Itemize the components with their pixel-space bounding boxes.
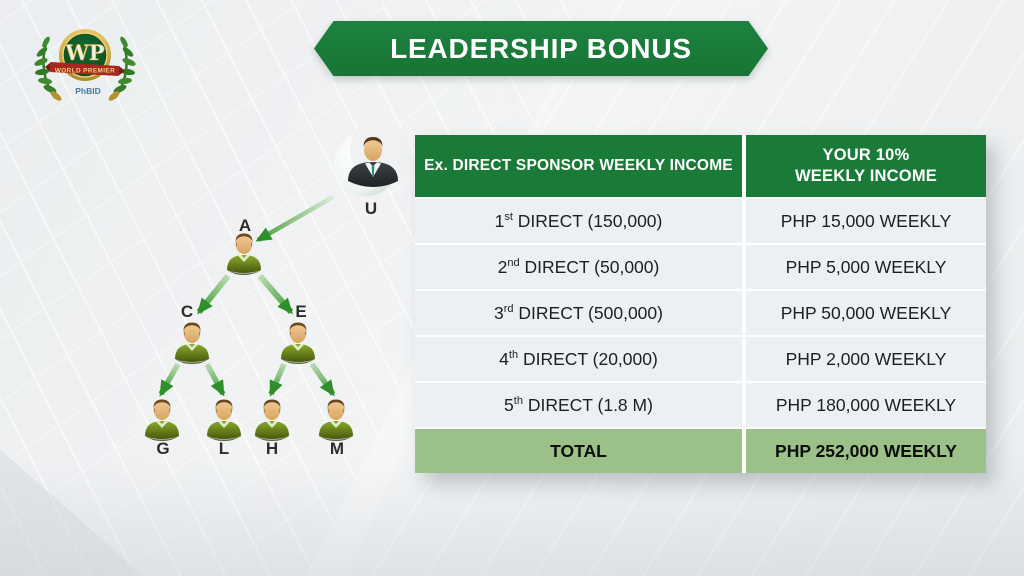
tree-label-g: G	[156, 439, 169, 458]
arrow-c-to-l	[204, 362, 226, 397]
table-total-label-cell: TOTAL	[415, 429, 742, 473]
arrow-u-to-a	[255, 195, 335, 242]
table-cell-income: PHP 15,000 WEEKLY	[746, 199, 986, 243]
table-cell-income: PHP 180,000 WEEKLY	[746, 383, 986, 427]
income-value: PHP 50,000 WEEKLY	[780, 302, 952, 323]
arrow-e-to-h	[268, 362, 287, 397]
table-total-income-cell: PHP 252,000 WEEKLY	[746, 429, 986, 473]
tree-label-u: U	[365, 199, 377, 218]
total-label: TOTAL	[550, 440, 607, 461]
avatar-h-icon	[255, 399, 289, 441]
wp-logo: WP WORLD PREMIER PhBID	[32, 29, 138, 104]
direct-label: 2nd DIRECT (50,000)	[497, 256, 660, 277]
direct-label: 5th DIRECT (1.8 M)	[504, 394, 653, 415]
avatar-e-icon	[281, 322, 315, 364]
arrow-a-to-e	[257, 274, 294, 315]
table-header-col2-label: YOUR 10% WEEKLY INCOME	[795, 145, 937, 188]
table-row-direct: 4th DIRECT (20,000)	[415, 337, 742, 381]
logo-sub-text: PhBID	[75, 86, 101, 96]
logo-ribbon-text: WORLD PREMIER	[55, 68, 115, 75]
table-row-direct: 1st DIRECT (150,000)	[415, 199, 742, 243]
avatar-g-icon	[145, 399, 179, 441]
tree-label-m: M	[330, 439, 344, 458]
table-row-direct: 5th DIRECT (1.8 M)	[415, 383, 742, 427]
direct-label: 3rd DIRECT (500,000)	[494, 302, 663, 323]
table-cell-income: PHP 2,000 WEEKLY	[746, 337, 986, 381]
logo-ribbon-fold-right	[118, 66, 125, 76]
income-table: Ex. DIRECT SPONSOR WEEKLY INCOME YOUR 10…	[415, 135, 986, 473]
tree-label-l: L	[219, 439, 229, 458]
avatar-u-sponsor-icon	[334, 120, 410, 196]
avatar-a-icon	[227, 233, 261, 275]
arrow-e-to-m	[309, 362, 336, 397]
page-title: LEADERSHIP BONUS	[390, 32, 692, 64]
direct-label: 4th DIRECT (20,000)	[499, 348, 658, 369]
table-row-direct: 2nd DIRECT (50,000)	[415, 245, 742, 289]
logo-monogram: WP	[64, 40, 105, 65]
avatar-c-icon	[175, 322, 209, 364]
tree-label-e: E	[295, 302, 306, 321]
table-header-your-income: YOUR 10% WEEKLY INCOME	[746, 135, 986, 197]
total-income-value: PHP 252,000 WEEKLY	[775, 440, 957, 461]
logo-ribbon-fold-left	[45, 62, 51, 72]
income-value: PHP 180,000 WEEKLY	[775, 394, 957, 415]
income-value: PHP 5,000 WEEKLY	[785, 256, 947, 277]
arrow-c-to-g	[158, 362, 181, 397]
table-cell-income: PHP 50,000 WEEKLY	[746, 291, 986, 335]
table-row-direct: 3rd DIRECT (500,000)	[415, 291, 742, 335]
avatar-l-icon	[207, 399, 241, 441]
table-header-sponsor-income: Ex. DIRECT SPONSOR WEEKLY INCOME	[415, 135, 742, 197]
income-value: PHP 15,000 WEEKLY	[780, 210, 952, 231]
direct-label: 1st DIRECT (150,000)	[494, 210, 663, 231]
banner-shadow: LEADERSHIP BONUS	[314, 21, 768, 76]
header-line1: YOUR 10%	[822, 145, 910, 164]
tree-label-a: A	[239, 216, 251, 235]
arrow-a-to-c	[196, 274, 231, 315]
banner: LEADERSHIP BONUS	[314, 21, 768, 76]
header-line2: WEEKLY INCOME	[795, 167, 937, 185]
avatar-m-icon	[319, 399, 353, 441]
tree-label-h: H	[266, 439, 278, 458]
table-header-col1-label: Ex. DIRECT SPONSOR WEEKLY INCOME	[424, 157, 733, 174]
table-cell-income: PHP 5,000 WEEKLY	[746, 245, 986, 289]
tree-label-c: C	[181, 302, 193, 321]
income-value: PHP 2,000 WEEKLY	[785, 348, 947, 369]
logo-ribbon	[50, 62, 119, 76]
